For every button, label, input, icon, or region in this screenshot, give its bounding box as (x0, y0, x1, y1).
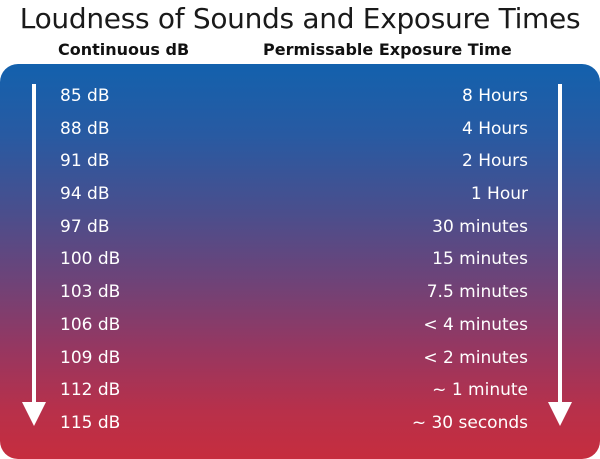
table-row: 100 dB 15 minutes (0, 245, 600, 278)
table-row: 115 dB ~ 30 seconds (0, 409, 600, 442)
exposure-time: 15 minutes (432, 249, 528, 270)
arrow-head (22, 402, 46, 426)
exposure-time: 2 Hours (461, 151, 528, 172)
exposure-rows: 85 dB 8 Hours 88 dB 4 Hours 91 dB 2 Hour… (0, 82, 600, 442)
arrow-shaft (32, 84, 36, 406)
db-value: 94 dB (60, 184, 110, 205)
exposure-table-panel: 85 dB 8 Hours 88 dB 4 Hours 91 dB 2 Hour… (0, 64, 600, 459)
table-row: 94 dB 1 Hour (0, 180, 600, 213)
db-value: 91 dB (60, 151, 110, 172)
column-header-exposure-time: Permissable Exposure Time (263, 40, 512, 59)
db-value: 109 dB (60, 347, 121, 368)
down-arrow-left-icon (22, 84, 46, 426)
table-row: 88 dB 4 Hours (0, 115, 600, 148)
exposure-time: ~ 30 seconds (411, 412, 528, 433)
db-value: 115 dB (60, 412, 121, 433)
db-value: 97 dB (60, 216, 110, 237)
db-value: 106 dB (60, 314, 121, 335)
db-value: 85 dB (60, 86, 110, 106)
arrow-head (548, 402, 572, 426)
table-row: 97 dB 30 minutes (0, 213, 600, 246)
db-value: 103 dB (60, 282, 121, 303)
exposure-time: < 4 minutes (423, 314, 528, 335)
table-row: 109 dB < 2 minutes (0, 344, 600, 377)
exposure-time: 30 minutes (432, 216, 528, 237)
table-row: 91 dB 2 Hours (0, 147, 600, 180)
table-row: 106 dB < 4 minutes (0, 311, 600, 344)
exposure-time: 1 Hour (470, 184, 528, 205)
down-arrow-right-icon (548, 84, 572, 426)
exposure-time: 8 Hours (461, 86, 528, 106)
arrow-shaft (558, 84, 562, 406)
table-row: 112 dB ~ 1 minute (0, 376, 600, 409)
page-title: Loudness of Sounds and Exposure Times (19, 2, 581, 35)
table-row: 85 dB 8 Hours (0, 82, 600, 115)
exposure-time: < 2 minutes (423, 347, 528, 368)
db-value: 88 dB (60, 118, 110, 139)
exposure-time: 7.5 minutes (426, 282, 528, 303)
column-header-db: Continuous dB (58, 40, 190, 59)
table-row: 103 dB 7.5 minutes (0, 278, 600, 311)
exposure-time: ~ 1 minute (432, 380, 528, 401)
exposure-time: 4 Hours (461, 118, 528, 139)
db-value: 100 dB (60, 249, 121, 270)
db-value: 112 dB (60, 380, 121, 401)
